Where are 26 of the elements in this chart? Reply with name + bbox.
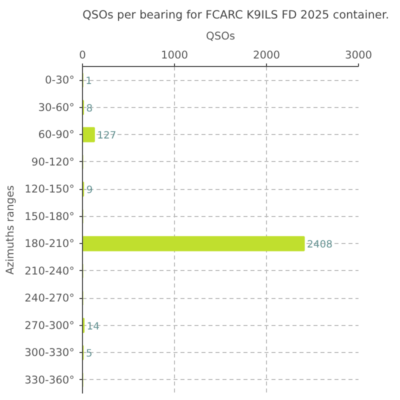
y-tick-label: 210-240° [24, 264, 75, 278]
data-label: 127 [97, 130, 116, 142]
data-label: 2408 [307, 240, 332, 251]
chart-title: QSOs per bearing for FCARC K9ILS FD 2025 container. [82, 8, 390, 22]
x-tick-label: 3000 [344, 48, 372, 62]
y-tick-label: 300-330° [24, 346, 75, 360]
y-tick-label: 60-90° [38, 128, 75, 142]
y-tick-label: 30-60° [38, 100, 75, 114]
x-tick-label: 1000 [160, 48, 188, 62]
x-axis-title: QSOs [206, 30, 236, 42]
y-tick-label: 90-120° [31, 155, 75, 168]
data-label: 9 [86, 185, 93, 196]
y-tick-label: 150-180° [24, 210, 75, 223]
y-axis-title: Azimuths ranges [4, 184, 17, 275]
y-tick-label: 330-360° [24, 373, 75, 386]
y-tick-label: 270-300° [24, 318, 75, 332]
data-label: 8 [86, 103, 93, 114]
y-tick-label: 0-30° [44, 74, 75, 87]
x-tick-label: 0 [79, 48, 86, 62]
y-tick-label: 120-150° [24, 182, 75, 196]
x-tick-label: 2000 [252, 48, 280, 62]
data-label: 5 [86, 348, 92, 360]
data-label: 1 [86, 76, 92, 88]
y-tick-label: 180-210° [24, 237, 75, 250]
y-tick-label: 240-270° [24, 292, 75, 305]
data-label: 14 [86, 321, 100, 332]
